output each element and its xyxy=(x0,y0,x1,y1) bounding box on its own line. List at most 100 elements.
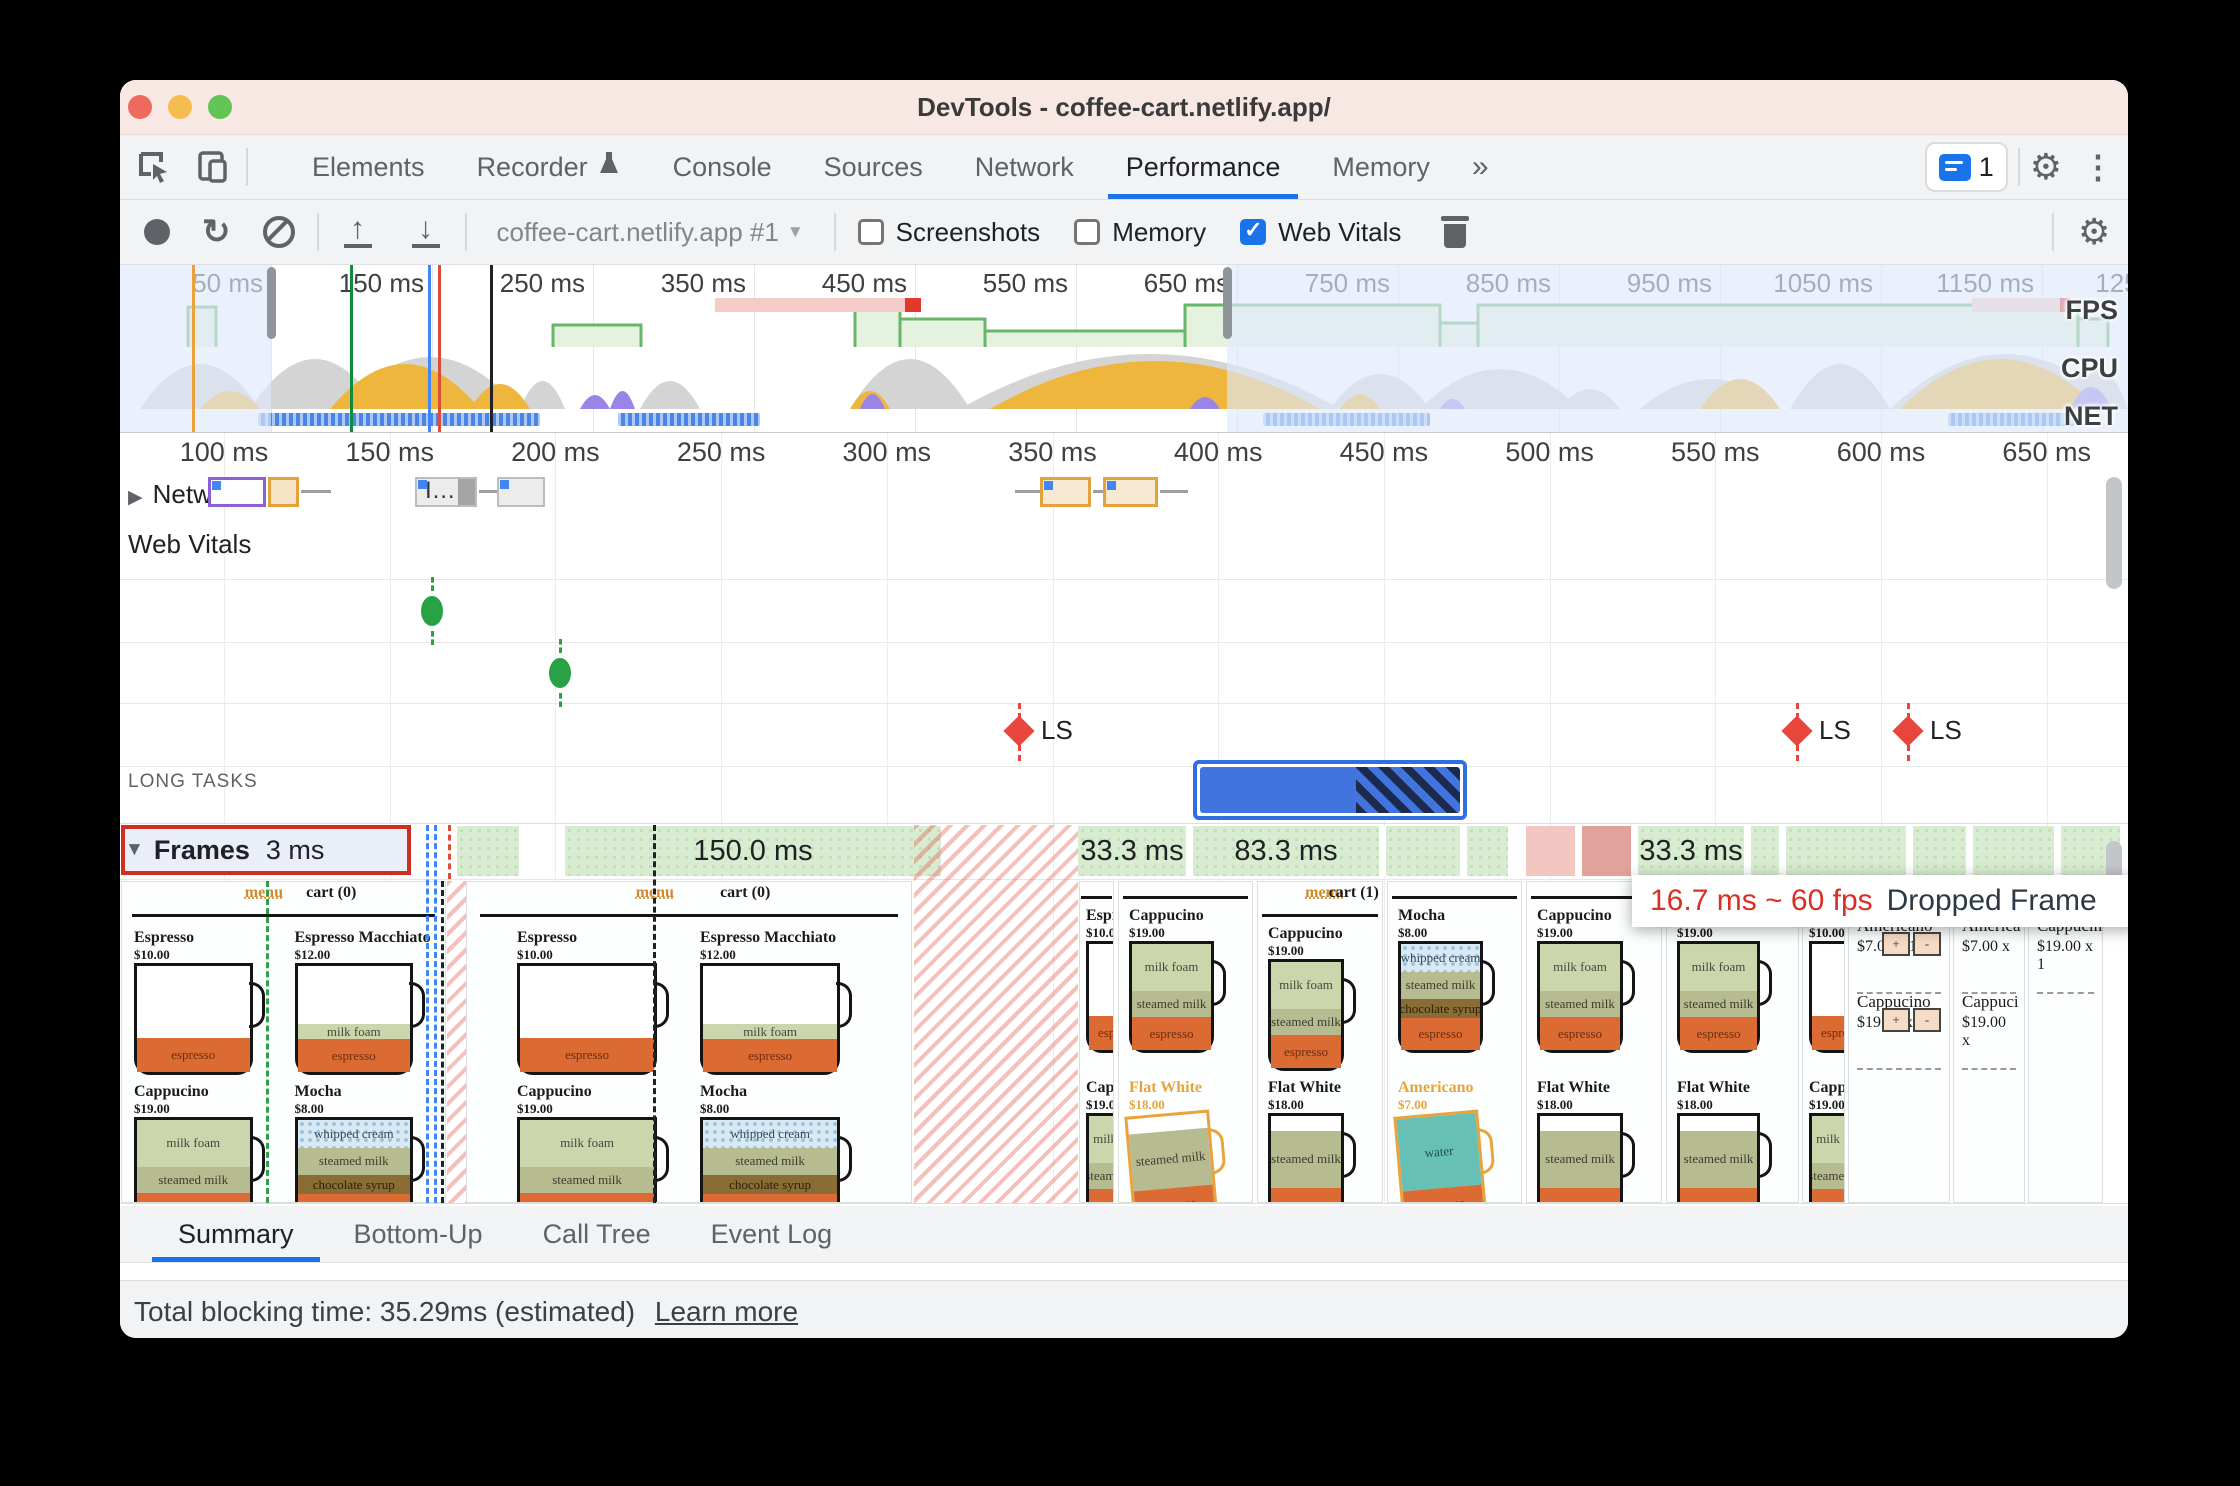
frame-segment[interactable] xyxy=(1465,826,1510,876)
frame-segment[interactable] xyxy=(1580,826,1633,876)
frame-segment[interactable] xyxy=(1971,826,2056,876)
tab-memory[interactable]: Memory xyxy=(1332,152,1430,182)
network-request-bar[interactable] xyxy=(1040,477,1091,507)
long-task-indicator xyxy=(905,298,921,312)
details-tab-event-log[interactable]: Event Log xyxy=(710,1219,833,1249)
coffee-cup-graphic: espresso xyxy=(134,963,265,1075)
lane-divider xyxy=(120,579,2128,580)
issues-button[interactable]: 1 xyxy=(1924,142,2008,192)
clear-recording-icon[interactable] xyxy=(262,216,295,248)
network-request-bar[interactable] xyxy=(497,477,545,507)
layout-shift-label: LS xyxy=(1819,715,1851,745)
details-tab-call-tree[interactable]: Call Tree xyxy=(542,1219,651,1249)
frame-segment[interactable]: 33.3 ms xyxy=(1636,826,1746,876)
overview-gridline xyxy=(754,265,755,432)
save-profile-icon[interactable]: ↓ xyxy=(409,214,443,248)
select-dropdown-icon[interactable]: ▼ xyxy=(786,222,804,241)
device-toolbar-icon[interactable] xyxy=(188,143,236,191)
record-button[interactable] xyxy=(144,219,170,245)
long-task-bar[interactable] xyxy=(1193,760,1467,820)
frames-track-top-border xyxy=(120,823,2128,824)
expand-network-icon[interactable]: ▶ xyxy=(128,487,143,508)
settings-gear-icon[interactable]: ⚙ xyxy=(2029,146,2062,187)
web-vitals-track-label[interactable]: Web Vitals xyxy=(128,529,252,559)
frame-segment[interactable]: 83.3 ms xyxy=(1191,826,1381,876)
menu-item: Americano$7.00waterespresso xyxy=(1393,1078,1505,1202)
frame-segment[interactable] xyxy=(1749,826,1781,876)
layout-shift-marker[interactable] xyxy=(1781,715,1813,747)
reload-and-record-icon[interactable]: ↻ xyxy=(202,213,231,251)
frame-segment[interactable] xyxy=(1524,826,1577,876)
lane-divider xyxy=(120,703,2128,704)
lane-divider xyxy=(120,642,2128,643)
collapse-frames-icon[interactable]: ▼ xyxy=(125,839,144,860)
frame-duration-label: 3 ms xyxy=(265,834,325,865)
frame-segment[interactable]: 150.0 ms xyxy=(563,826,943,876)
web-vital-good-marker[interactable] xyxy=(421,596,443,626)
delete-recording-icon[interactable] xyxy=(1441,216,1470,248)
details-tab-bottom-up[interactable]: Bottom-Up xyxy=(353,1219,483,1249)
overview-selection-handle-right[interactable] xyxy=(1223,267,1232,339)
filmstrip-frame[interactable]: Mocha $8.00 whipped cream steamed milk choco… xyxy=(1387,881,1522,1203)
frame-segment[interactable] xyxy=(1911,826,1968,876)
flask-icon xyxy=(588,135,621,199)
scrollbar-thumb[interactable] xyxy=(2106,477,2122,589)
learn-more-link[interactable]: Learn more xyxy=(654,1296,799,1327)
history-select[interactable]: coffee-cart.netlify.app #1 xyxy=(496,216,779,247)
layout-shift-marker[interactable] xyxy=(1892,715,1924,747)
inspect-element-icon[interactable] xyxy=(130,143,178,191)
network-request-bar[interactable]: I… xyxy=(415,477,477,507)
timeline-gridline xyxy=(886,433,888,1203)
frame-segment[interactable] xyxy=(455,826,521,876)
coffee-cup-graphic: whipped cream steamed milk chocolate syrup… xyxy=(294,1117,425,1202)
layout-shift-marker[interactable] xyxy=(1003,715,1035,747)
header-underline xyxy=(1391,896,1517,899)
tab-elements[interactable]: Elements xyxy=(312,152,425,182)
filmstrip-frame[interactable]: Americano$7.00 x 1+-Cappucino$19.00 x 1+… xyxy=(1848,881,1950,1203)
filmstrip-frame[interactable]: Cappucino$19.00 x 1 xyxy=(2028,881,2103,1203)
network-request-bar[interactable] xyxy=(1103,477,1158,507)
web-vital-good-marker[interactable] xyxy=(549,658,571,688)
more-options-kebab-icon[interactable]: ⋮ xyxy=(2082,149,2114,185)
overview-event-marker xyxy=(350,265,353,432)
checkbox-web-vitals[interactable] xyxy=(1240,217,1267,245)
overview-selection-handle-left[interactable] xyxy=(267,267,276,339)
maximize-window-button[interactable] xyxy=(208,95,232,119)
network-request-bar[interactable] xyxy=(208,477,266,507)
details-tab-summary[interactable]: Summary xyxy=(148,1206,324,1262)
more-tabs-icon[interactable]: » xyxy=(1471,150,1489,183)
minimize-window-button[interactable] xyxy=(168,95,192,119)
filmstrip-frame[interactable]: menu cart (0) Espresso $10.00 espresso Espres… xyxy=(466,881,912,1203)
frame-segment[interactable]: 33.3 ms xyxy=(1076,826,1188,876)
capture-settings-gear-icon[interactable]: ⚙ xyxy=(2078,211,2111,252)
details-tab-bar: Summary Bottom-Up Call Tree Event Log xyxy=(120,1206,2128,1263)
header-underline xyxy=(1122,896,1248,899)
frame-segment[interactable] xyxy=(1784,826,1908,876)
load-profile-icon[interactable]: ↑ xyxy=(341,214,375,248)
quantity-controls[interactable]: + - xyxy=(1879,932,1941,956)
tab-performance[interactable]: Performance xyxy=(1100,135,1307,199)
tab-recorder[interactable]: Recorder xyxy=(451,135,647,199)
close-window-button[interactable] xyxy=(128,95,152,119)
frames-track-header[interactable]: ▼ Frames 3 ms xyxy=(121,825,411,875)
checkbox-memory[interactable] xyxy=(1074,219,1101,245)
filmstrip-frame[interactable]: menu cart (0) Espresso $10.00 espresso Espres… xyxy=(121,881,446,1203)
tab-sources[interactable]: Sources xyxy=(823,152,923,182)
filmstrip-frame[interactable]: menu cart (1) Cappucino $19.00 milk foam stea… xyxy=(1257,881,1383,1203)
checkbox-screenshots[interactable] xyxy=(857,219,884,245)
coffee-cup-graphic: espresso xyxy=(1809,941,1844,1053)
quantity-controls[interactable]: + - xyxy=(1879,1008,1941,1032)
tab-network[interactable]: Network xyxy=(974,152,1074,182)
tab-console[interactable]: Console xyxy=(672,152,772,182)
frame-segment[interactable] xyxy=(1384,826,1462,876)
